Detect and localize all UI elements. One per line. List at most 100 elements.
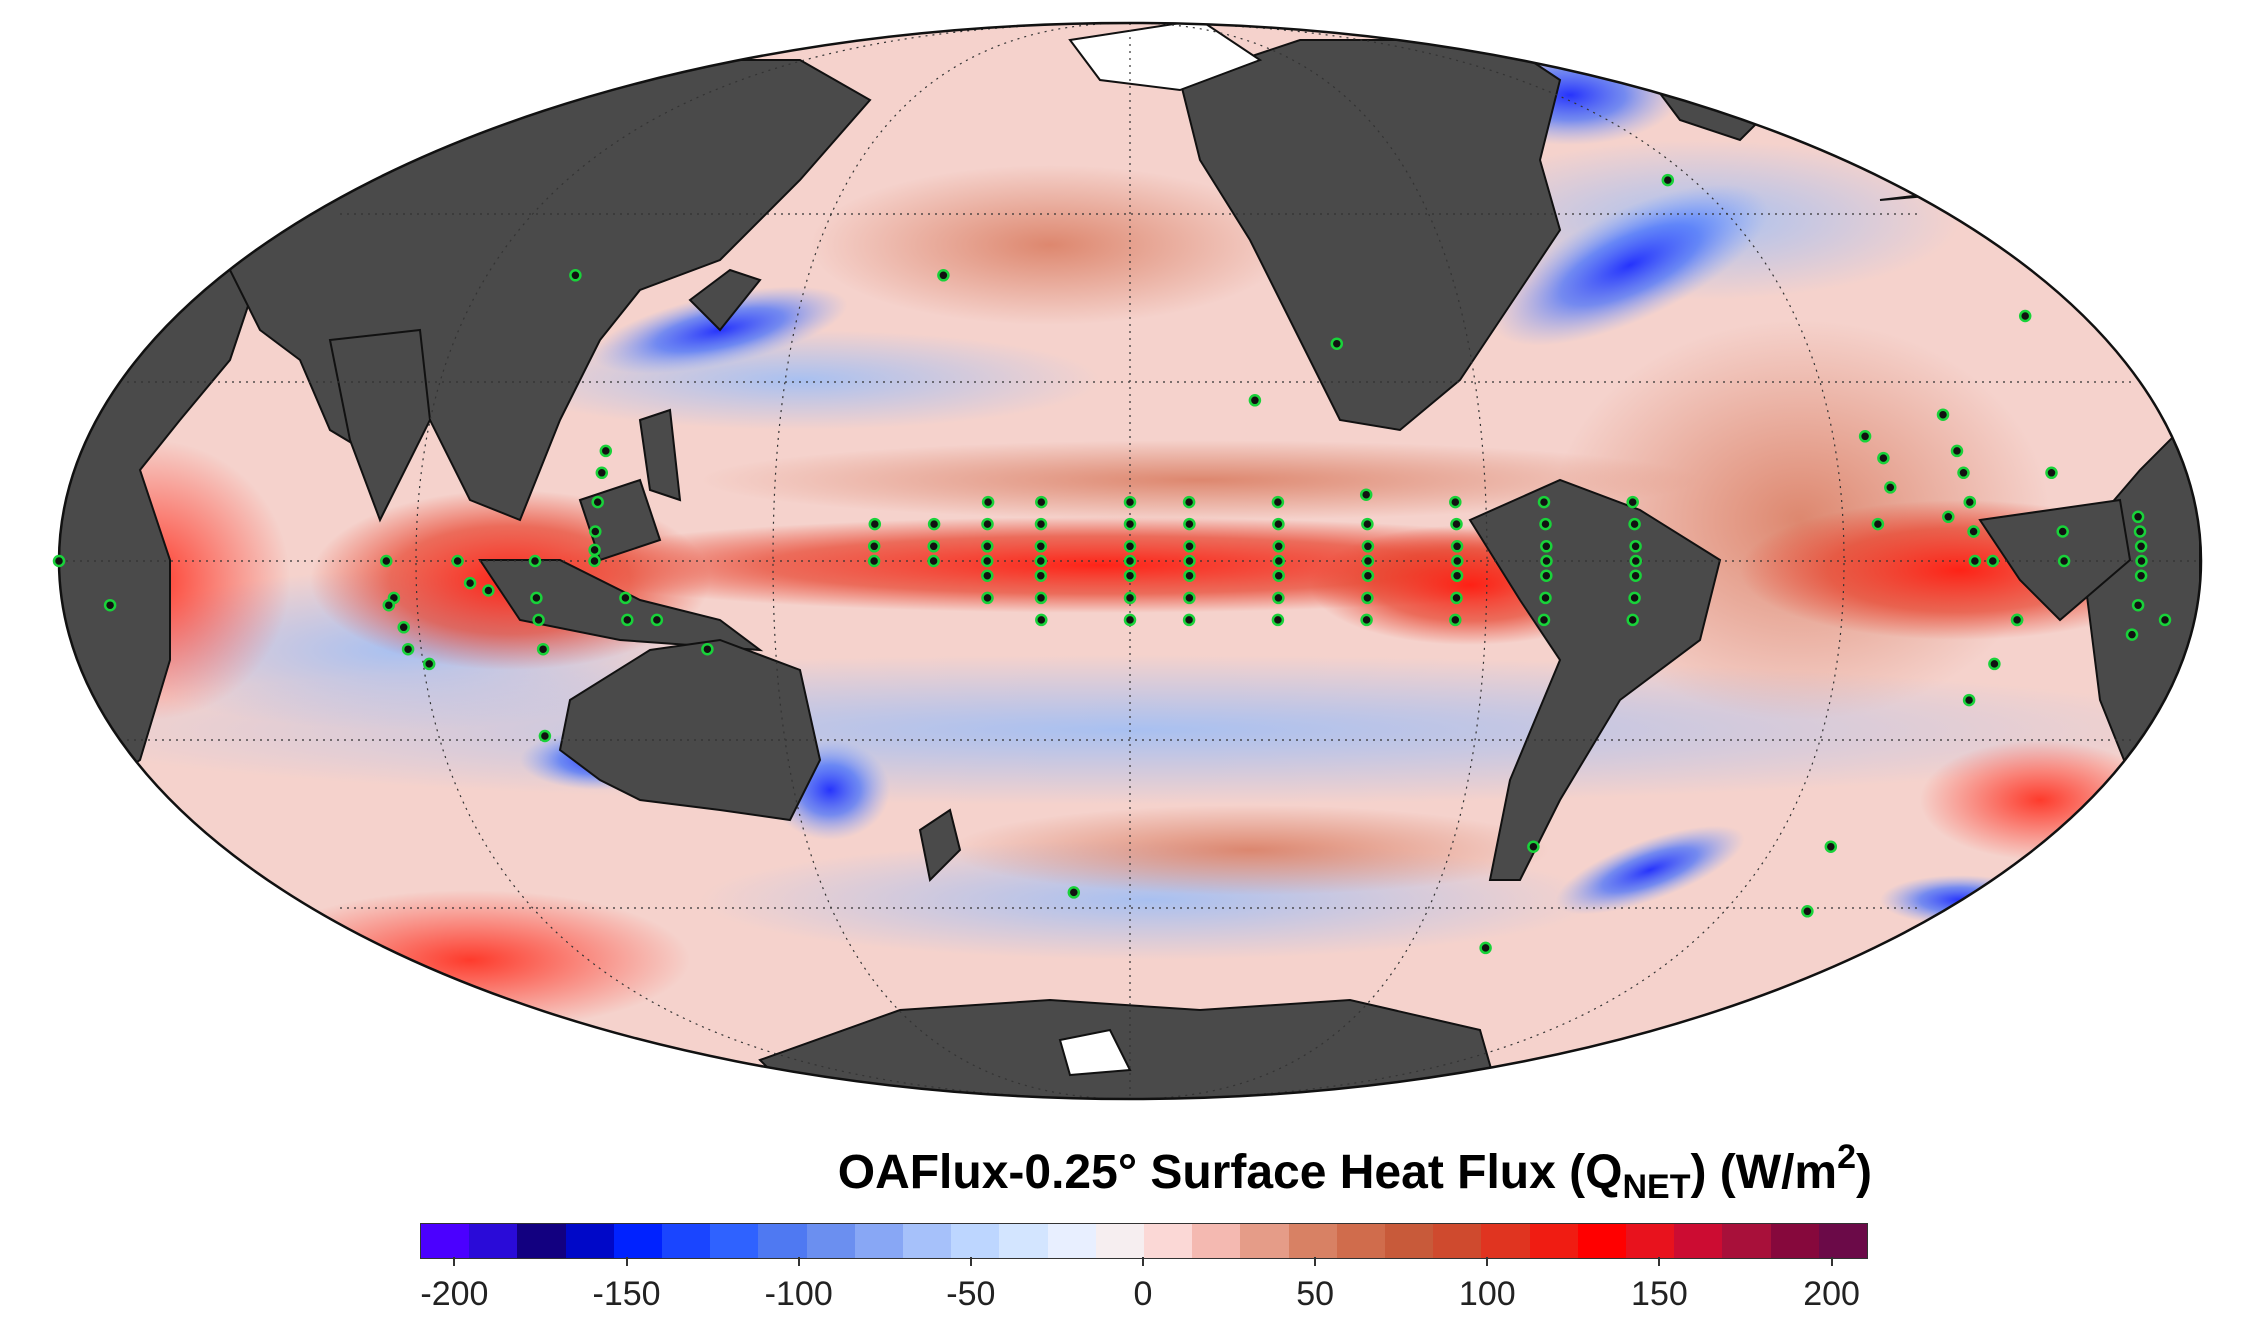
station-marker	[1968, 554, 1982, 568]
colorbar-tick	[1658, 1257, 1661, 1266]
colorbar-title-sub: NET	[1622, 1168, 1691, 1206]
station-marker	[1957, 466, 1970, 480]
station-marker	[1449, 495, 1462, 509]
station-marker	[1361, 517, 1374, 531]
colorbar-title: OAFlux-0.25° Surface Heat Flux (QNET) (W…	[0, 1140, 1872, 1204]
colorbar-title-main: OAFlux-0.25° Surface Heat Flux (Q	[837, 1146, 1623, 1199]
station-marker	[1540, 554, 1553, 568]
station-marker	[701, 642, 714, 656]
station-marker	[528, 554, 542, 568]
station-marker	[2131, 510, 2145, 524]
colorbar-segment	[951, 1224, 1000, 1258]
station-marker	[1182, 613, 1196, 627]
land-africa-bulge	[1978, 498, 2132, 622]
station-marker	[1450, 517, 1463, 531]
station-marker	[1801, 905, 1814, 918]
station-marker	[1034, 517, 1048, 531]
colorbar-tick	[797, 1257, 800, 1266]
station-marker	[1962, 693, 1976, 707]
station-marker	[103, 598, 117, 612]
station-marker	[1183, 591, 1196, 605]
colorbar-tick	[1142, 1257, 1144, 1266]
colorbar-segment	[662, 1224, 711, 1258]
station-marker	[1361, 569, 1375, 582]
station-marker	[2135, 554, 2148, 568]
station-marker	[463, 576, 477, 590]
land-south-america	[1468, 478, 1722, 881]
station-marker	[1272, 554, 1286, 568]
station-marker	[538, 729, 552, 743]
colorbar-segment	[999, 1224, 1048, 1258]
ice-antarctic-shelf	[1058, 1028, 1132, 1077]
colorbar-segment	[806, 1224, 855, 1258]
station-marker	[1629, 569, 1642, 582]
colorbar-tick-label: 100	[1458, 1275, 1516, 1313]
land-europe	[1918, 108, 2082, 201]
station-marker	[937, 269, 950, 282]
station-marker	[981, 495, 995, 509]
station-marker	[1361, 591, 1374, 605]
station-marker	[1540, 540, 1553, 553]
station-marker	[1123, 613, 1137, 627]
station-marker	[422, 657, 436, 671]
station-marker	[1123, 591, 1137, 605]
station-marker	[1272, 540, 1285, 553]
colorbar-segment	[613, 1224, 663, 1258]
station-marker	[1540, 569, 1553, 582]
station-marker	[1988, 657, 2001, 671]
station-marker	[1628, 517, 1641, 531]
colorbar-tick-label: -150	[592, 1275, 661, 1313]
colorbar-title-sup: 2	[1837, 1138, 1857, 1176]
colorbar-tick-label: 150	[1631, 1275, 1688, 1313]
station-marker	[451, 554, 464, 568]
station-marker	[591, 495, 604, 509]
land-india	[328, 328, 432, 523]
colorbar-tick-label: -100	[764, 1275, 833, 1313]
colorbar-segment	[903, 1224, 952, 1258]
station-marker	[1330, 337, 1344, 350]
station-marker	[1183, 554, 1196, 568]
colorbar-segment	[1722, 1224, 1771, 1258]
station-marker	[1123, 569, 1137, 582]
station-marker	[1067, 886, 1081, 899]
station-marker	[2010, 613, 2024, 627]
station-marker	[1034, 540, 1048, 553]
station-marker	[1361, 554, 1375, 568]
colorbar-segment	[1288, 1224, 1337, 1258]
land-japan	[688, 268, 762, 332]
station-marker	[532, 613, 545, 627]
station-marker	[1360, 613, 1373, 627]
station-marker	[867, 554, 881, 568]
station-marker	[1451, 554, 1464, 568]
station-marker	[868, 517, 882, 531]
colorbar-tick-label: 200	[1803, 1275, 1860, 1313]
station-marker	[1450, 540, 1464, 553]
station-marker	[619, 591, 632, 605]
station-marker	[650, 613, 664, 627]
colorbar-title-tail: ) (W/m	[1690, 1146, 1838, 1199]
station-marker	[2018, 309, 2032, 323]
station-marker	[1123, 540, 1137, 553]
station-marker	[1035, 613, 1048, 627]
station-marker	[380, 554, 393, 568]
land-antarctica	[758, 998, 1502, 1099]
station-marker	[588, 543, 601, 557]
station-marker	[927, 554, 940, 568]
colorbar-tick-label: 50	[1296, 1275, 1335, 1313]
station-marker	[530, 591, 543, 605]
station-marker	[981, 540, 994, 553]
station-marker	[397, 621, 410, 634]
station-marker	[1034, 569, 1048, 582]
station-marker	[1361, 540, 1375, 553]
station-marker	[1182, 495, 1196, 509]
colorbar-segment	[1481, 1224, 1530, 1258]
world-map	[52, 21, 2203, 1101]
station-marker	[927, 517, 941, 531]
colorbar	[420, 1223, 1868, 1259]
colorbar-segment	[1770, 1224, 1819, 1258]
station-marker	[589, 525, 602, 538]
colorbar-tick	[453, 1257, 456, 1266]
station-marker	[1942, 510, 1955, 524]
station-marker	[1123, 554, 1137, 568]
station-marker	[2134, 540, 2148, 553]
